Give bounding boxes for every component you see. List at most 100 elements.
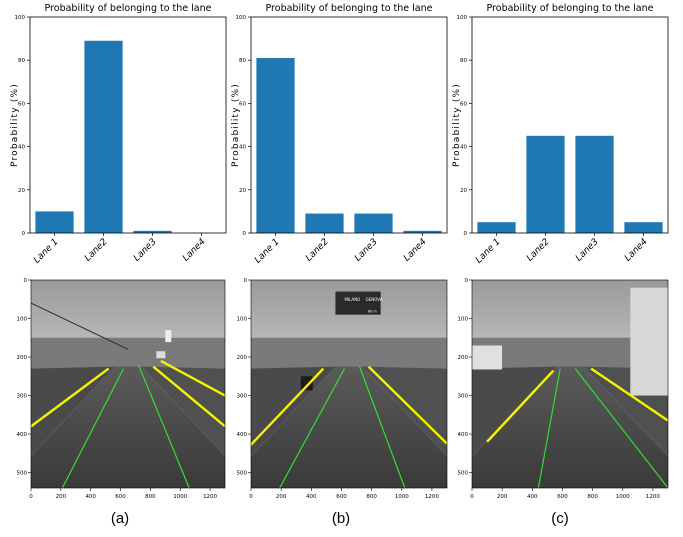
bar — [84, 40, 123, 234]
y-tick-label: 60 — [18, 101, 25, 107]
x-tick-label: Lane3 — [132, 237, 159, 264]
chart-title: Probability of belonging to the lane — [487, 3, 654, 14]
x-tick-label: 800 — [366, 494, 377, 500]
x-tick-label: Lane2 — [83, 237, 110, 264]
yellow-lane-line — [590, 367, 668, 422]
x-tick-label: 1200 — [203, 494, 217, 500]
green-lane-line — [137, 364, 190, 488]
y-axis-label: Probability (%) — [231, 83, 241, 167]
x-tick-label: 600 — [557, 494, 568, 500]
road-sign — [165, 330, 172, 343]
y-tick-label: 300 — [17, 394, 28, 400]
road-surface — [472, 366, 668, 488]
x-tick-label: 0 — [470, 494, 474, 500]
green-lane-line — [61, 368, 125, 488]
y-tick-label: 0 — [243, 231, 247, 237]
plot-frame — [250, 16, 448, 234]
x-tick-label: 1000 — [395, 494, 409, 500]
car — [300, 376, 313, 391]
vehicle — [156, 351, 166, 359]
bar — [477, 222, 516, 233]
gantry-text-2: GENOVA — [366, 297, 383, 302]
y-tick-label: 40 — [460, 145, 467, 151]
yellow-lane-line — [160, 359, 225, 397]
bar — [526, 135, 565, 233]
x-tick-label: Lane 1 — [474, 237, 503, 266]
green-lane-line — [537, 368, 561, 488]
x-tick-label: Lane3 — [353, 237, 380, 264]
y-tick-label: 20 — [18, 188, 25, 194]
y-axis-label: Probability (%) — [10, 83, 20, 167]
bar — [256, 58, 295, 233]
x-tick-label: Lane 1 — [253, 237, 282, 266]
green-lane-line — [574, 368, 668, 488]
yellow-lane-line — [367, 365, 447, 445]
road-surface — [251, 366, 447, 488]
right-verge — [141, 366, 225, 488]
y-tick-label: 200 — [458, 355, 469, 361]
bar-charts: Probability of belonging to the lane Prob… — [10, 3, 669, 266]
y-tick-label: 0 — [465, 278, 469, 284]
y-tick-label: 40 — [239, 145, 246, 151]
roadside-scenery — [251, 337, 447, 369]
yellow-lane-line — [31, 367, 110, 428]
road-image-2: MILANO GENOVA 60 m 0 200 400 600 800 1000 1200 0 10… — [237, 278, 448, 500]
truck — [630, 287, 668, 396]
x-tick-label: Lane4 — [623, 237, 650, 264]
x-tick-label: 400 — [85, 494, 96, 500]
x-tick-label: 600 — [115, 494, 126, 500]
bar — [354, 213, 393, 233]
x-tick-label: 200 — [276, 494, 287, 500]
chart-title: Probability of belonging to the lane — [266, 3, 433, 14]
y-tick-label: 400 — [237, 432, 248, 438]
road-image-1: 0 200 400 600 800 1000 1200 0 100 200 300 400 500 — [17, 278, 226, 500]
x-tick-label: 400 — [306, 494, 317, 500]
left-verge — [251, 366, 336, 488]
x-tick-label: Lane2 — [304, 237, 331, 264]
y-tick-label: 0 — [244, 278, 248, 284]
image-frame — [471, 279, 669, 489]
y-tick-label: 60 — [239, 101, 246, 107]
chart-title: Probability of belonging to the lane — [45, 3, 212, 14]
chart-1: Probability of belonging to the lane Prob… — [10, 3, 227, 266]
x-tick-label: 1200 — [425, 494, 439, 500]
y-tick-label: 500 — [17, 471, 28, 477]
y-tick-label: 200 — [237, 355, 248, 361]
caption-a: (a) — [110, 510, 130, 527]
chart-2: Probability of belonging to the lane Prob… — [231, 3, 448, 266]
right-verge — [362, 366, 447, 488]
x-tick-label: Lane4 — [181, 237, 208, 264]
y-tick-label: 100 — [15, 15, 26, 21]
y-tick-label: 60 — [460, 101, 467, 107]
road-image-3: 0 200 400 600 800 1000 1200 0 100 200 300 400 500 — [458, 278, 669, 500]
y-tick-label: 20 — [460, 188, 467, 194]
y-tick-label: 300 — [237, 394, 248, 400]
bar — [35, 211, 74, 233]
x-tick-label: 1000 — [173, 494, 187, 500]
y-tick-label: 0 — [22, 231, 26, 237]
y-tick-label: 40 — [18, 145, 25, 151]
bar — [305, 213, 344, 233]
left-verge — [31, 366, 115, 488]
y-tick-label: 300 — [458, 394, 469, 400]
y-tick-label: 80 — [239, 58, 246, 64]
x-tick-label: Lane4 — [402, 237, 429, 264]
caption-c: (c) — [551, 510, 569, 527]
yellow-lane-line — [251, 367, 325, 447]
bar — [575, 135, 614, 233]
y-axis-label: Probability (%) — [452, 83, 462, 167]
y-tick-label: 400 — [458, 432, 469, 438]
y-tick-label: 500 — [458, 471, 469, 477]
y-tick-label: 100 — [236, 15, 247, 21]
bar — [403, 230, 442, 233]
right-verge — [583, 366, 668, 488]
power-line — [31, 302, 129, 350]
y-tick-label: 200 — [17, 355, 28, 361]
gantry-text-3: 60 m — [368, 310, 378, 314]
caption-b: (b) — [331, 510, 351, 527]
x-tick-label: 600 — [336, 494, 347, 500]
bar — [133, 230, 172, 233]
x-tick-label: 400 — [527, 494, 538, 500]
y-tick-label: 400 — [17, 432, 28, 438]
y-tick-label: 100 — [457, 15, 468, 21]
